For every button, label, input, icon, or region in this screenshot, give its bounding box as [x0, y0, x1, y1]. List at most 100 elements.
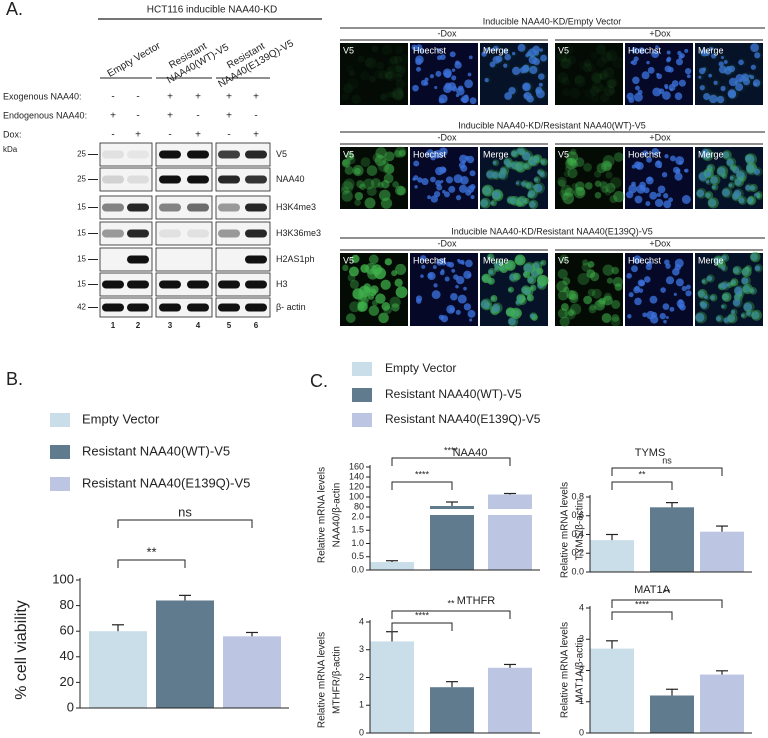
significance-label: ns: [178, 504, 192, 519]
nucleus: [701, 148, 710, 158]
v5-signal: [697, 74, 704, 81]
chart-title: NAA40: [453, 447, 488, 459]
nucleus: [651, 148, 660, 156]
nucleus: [638, 47, 646, 55]
nucleus: [713, 80, 718, 85]
v5-signal: [490, 294, 498, 302]
v5-signal: [608, 87, 616, 95]
sign: +: [195, 92, 201, 103]
condition-label: -Dox: [437, 132, 457, 142]
bar: [650, 695, 694, 733]
v5-signal: [537, 71, 548, 82]
v5-signal: [721, 292, 732, 302]
v5-signal: [357, 55, 365, 63]
v5-signal: [733, 285, 746, 297]
nucleus: [678, 54, 684, 60]
v5-signal: [727, 313, 738, 324]
legend-label: Empty Vector: [385, 361, 456, 375]
band: [218, 150, 240, 159]
nucleus: [512, 66, 521, 76]
nucleus: [470, 194, 475, 200]
v5-signal: [755, 191, 763, 198]
v5-signal: [700, 147, 713, 159]
blot-frame: [215, 195, 271, 220]
nucleus: [450, 292, 458, 301]
nucleus: [438, 314, 445, 320]
nucleus: [456, 275, 465, 285]
nucleus: [727, 89, 737, 98]
nucleus: [634, 195, 643, 204]
v5-signal: [486, 253, 495, 262]
v5-signal: [579, 62, 587, 70]
v5-signal: [564, 187, 575, 197]
v5-signal: [708, 72, 715, 79]
nucleus: [721, 266, 726, 271]
nucleus: [730, 165, 735, 170]
y-tick-label: 2: [579, 665, 584, 675]
nucleus: [453, 174, 463, 184]
nucleus: [642, 150, 649, 157]
v5-signal: [523, 197, 530, 204]
band: [159, 229, 181, 238]
nucleus: [445, 176, 454, 184]
v5-signal: [370, 178, 381, 188]
y-tick-label: 2: [359, 672, 364, 682]
nucleus: [728, 183, 733, 188]
v5-signal: [583, 295, 593, 305]
nucleus: [695, 312, 705, 322]
nucleus: [463, 270, 472, 279]
nucleus: [717, 167, 726, 176]
v5-signal: [354, 167, 361, 175]
nucleus: [753, 168, 761, 175]
v5-signal: [383, 305, 392, 315]
v5-signal: [374, 70, 383, 79]
v5-signal: [371, 299, 378, 307]
v5-signal: [491, 302, 503, 314]
nucleus: [649, 295, 658, 304]
v5-signal: [344, 165, 354, 175]
v5-signal: [503, 52, 514, 62]
nucleus: [669, 155, 676, 162]
legend-label: Resistant NAA40(E139Q)-V5: [82, 475, 250, 490]
band-name: H3: [276, 279, 288, 289]
v5-signal: [710, 51, 719, 61]
v5-signal: [539, 53, 550, 64]
v5-signal: [705, 178, 712, 186]
v5-signal: [732, 297, 743, 308]
nucleus: [522, 83, 530, 90]
v5-signal: [487, 267, 496, 277]
nucleus: [459, 154, 468, 164]
blot-frame: [155, 221, 213, 246]
nucleus: [678, 79, 686, 87]
nucleus: [529, 65, 538, 75]
band: [102, 203, 124, 212]
v5-signal: [535, 88, 548, 100]
v5-signal: [374, 154, 387, 167]
sign: -: [136, 111, 139, 122]
row-label: Exogenous NAA40:: [3, 91, 82, 101]
v5-signal: [594, 180, 602, 187]
micrograph-title: Inducible NAA40-KD/Resistant NAA40(WT)-V…: [458, 120, 646, 130]
chart-title: MTHFR: [457, 595, 496, 607]
v5-signal: [557, 268, 568, 280]
nucleus: [684, 68, 692, 75]
nucleus: [665, 315, 669, 319]
legend-swatch: [352, 388, 372, 402]
y-axis-label: Relative mRNA levels: [560, 482, 571, 578]
band-name: H3K4me3: [276, 202, 316, 212]
band: [187, 229, 209, 238]
y-tick-label: 60: [60, 623, 74, 638]
group-label: Empty Vector: [106, 40, 164, 80]
nucleus: [746, 310, 752, 316]
error-bar: [386, 631, 398, 642]
channel-label: Merge: [483, 149, 509, 159]
v5-signal: [556, 51, 568, 62]
blot-frame: [155, 272, 213, 297]
nucleus: [455, 195, 462, 201]
v5-signal: [723, 316, 732, 325]
nucleus: [517, 43, 526, 52]
v5-signal: [384, 151, 395, 162]
v5-signal: [701, 278, 708, 285]
nucleus: [416, 298, 422, 304]
